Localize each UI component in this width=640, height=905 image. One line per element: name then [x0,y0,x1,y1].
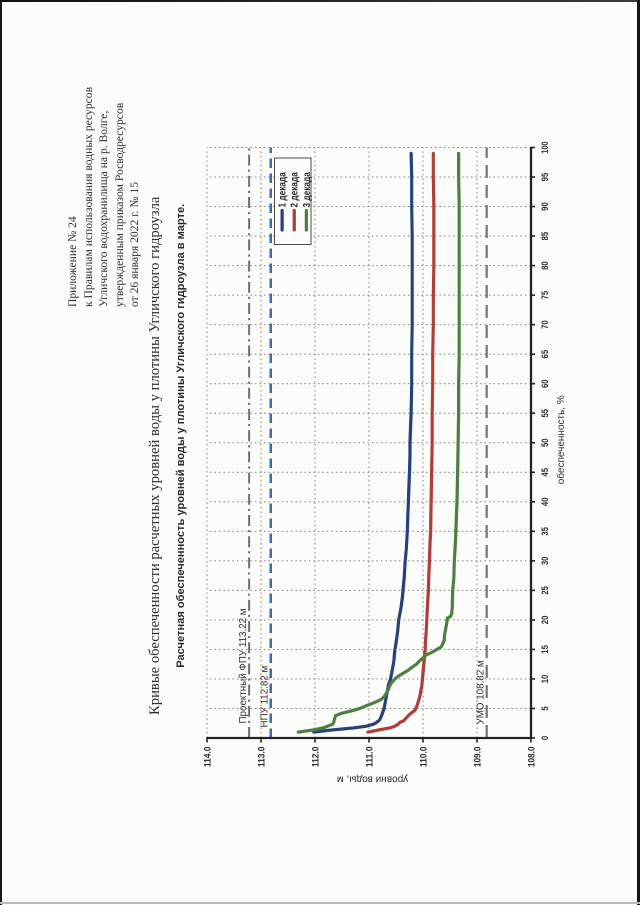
reference-lines: Проектный ФПУ 113.22 м НПУ 112.82 м УМО 10… [238,147,488,738]
x-tick-label: 85 [540,231,551,240]
x-tick-label: 70 [540,320,551,329]
x-tick-label: 10 [540,675,551,684]
x-tick-label: 90 [540,202,551,211]
y-tick-label: 114.0 [202,747,213,768]
scan-edge-right [637,0,640,905]
x-tick-label: 75 [540,290,551,299]
y-tick-label: 112.0 [310,747,321,768]
x-tick-label: 40 [540,497,551,506]
x-tick-label: 5 [540,706,551,711]
series-line [296,151,461,734]
y-tick-label: 108.0 [526,747,537,768]
x-tick-label: 50 [540,438,551,447]
x-tick-label: 25 [540,586,551,595]
x-tick-label: 95 [540,172,551,181]
reference-line-label: УМО 108.82 м [476,660,487,724]
legend-label: 2 декада [290,172,301,208]
axes [206,146,535,743]
y-tick-label: 109.0 [472,747,483,768]
x-tick-label: 55 [540,408,551,417]
x-tick-label: 0 [540,736,551,740]
y-tick-label: 111.0 [364,747,375,768]
scan-edge-bottom [0,902,640,904]
series [296,151,461,734]
reference-line-label: НПУ 112.82 м [260,665,271,727]
legend: 1 декада 2 декада 3 декада [274,157,313,245]
scan-edge-left [0,0,2,905]
x-tick-label: 100 [540,142,551,154]
reference-line-label: Проектный ФПУ 113.22 м [238,608,249,723]
legend-label: 1 декада [278,172,289,208]
x-tick-label: 30 [540,557,551,566]
x-tick-label: 15 [540,645,551,654]
y-tick-label: 110.0 [418,747,429,768]
gridlines [206,147,531,738]
series-line [366,151,436,734]
chart-title: Расчетная обеспеченность уровней воды у … [175,204,187,668]
y-tick-label: 113.0 [256,747,267,768]
x-tick-label: 35 [540,526,551,535]
series-line [312,151,414,734]
y-axis-title: уровни воды, м [337,774,408,785]
tick-labels: 114.0 113.0 112.0 111.0 110.0 109.0 108.0 0 5 10 1… [202,142,551,768]
x-tick-label: 45 [540,467,551,476]
x-axis-title: обеспеченность, % [555,395,567,484]
scan-edge-top [0,0,640,2]
x-tick-label: 65 [540,349,551,358]
legend-label: 3 декада [302,172,313,208]
x-tick-label: 80 [540,261,551,270]
x-tick-label: 60 [540,379,551,388]
x-tick-label: 20 [540,616,551,625]
